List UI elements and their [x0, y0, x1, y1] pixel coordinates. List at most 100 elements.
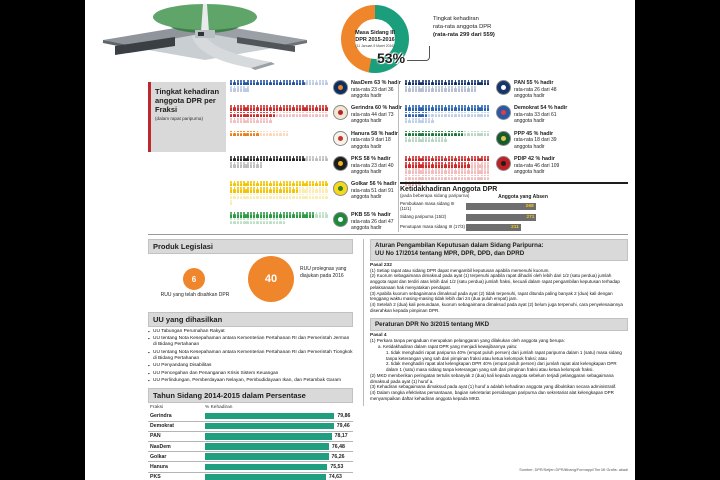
person-icon: [279, 130, 283, 137]
mkd-header: Peraturan DPR No 3/2015 tentang MKD: [370, 317, 628, 332]
person-icon: [414, 180, 418, 187]
person-icon: [487, 80, 490, 86]
person-icon: [460, 86, 464, 92]
pictogram-hanura: [230, 130, 330, 137]
person-icon: [460, 105, 464, 111]
person-icon: [243, 187, 246, 193]
person-icon: [405, 168, 408, 174]
person-icon: [477, 155, 481, 162]
person-icon: [437, 111, 441, 118]
person-icon: [427, 80, 431, 86]
person-icon: [434, 162, 438, 168]
party-stats: PDIP 42 % hadir rata-rata 46 dari 109 angg…: [514, 156, 575, 175]
person-icon: [424, 86, 428, 92]
person-icon: [269, 212, 273, 218]
person-icon: [249, 218, 253, 224]
person-icon: [411, 130, 415, 137]
person-icon: [318, 193, 322, 200]
person-icon: [269, 193, 273, 200]
person-icon: [480, 155, 484, 162]
person-icon: [464, 168, 467, 174]
person-icon: [447, 80, 451, 86]
fraksi-row-pkb: PKB 55 % hadir rata-rata 26 dari 47 anggot…: [230, 212, 402, 231]
person-icon: [431, 111, 435, 118]
person-icon: [233, 155, 237, 162]
person-icon: [473, 111, 477, 118]
person-icon: [321, 187, 325, 193]
law-text-line: (3) Apabila kuorum sebagaimana dimaksud …: [370, 290, 613, 302]
person-icon: [418, 80, 421, 86]
person-icon: [298, 193, 302, 200]
person-icon: [275, 111, 279, 118]
person-icon: [266, 212, 269, 218]
person-icon: [285, 111, 289, 118]
pictogram-pkb: [230, 212, 330, 225]
person-icon: [321, 181, 325, 187]
person-icon: [305, 105, 309, 111]
person-icon: [464, 130, 467, 137]
person-icon: [434, 111, 438, 118]
person-icon: [487, 155, 490, 162]
person-icon: [457, 168, 461, 174]
person-icon: [408, 168, 412, 174]
table-fraksi-name: Gerindra: [150, 412, 172, 419]
law-text-line: (1) Setiap rapat atau sidang DPR dapat m…: [370, 267, 550, 273]
person-icon: [450, 111, 454, 118]
person-icon: [470, 105, 474, 111]
person-icon: [408, 180, 412, 187]
person-icon: [321, 155, 325, 162]
person-icon: [447, 168, 451, 174]
person-icon: [441, 162, 444, 168]
uu-list-item: UU tentang Nota Kesepahaman antara Kemen…: [148, 350, 353, 362]
person-icon: [305, 80, 309, 86]
person-icon: [424, 155, 428, 162]
law-text-line: (2) Kuorum sebagaimana dimaksud pada aya…: [370, 273, 620, 290]
table-value: 79,86: [337, 412, 351, 419]
person-icon: [252, 111, 256, 118]
person-icon: [236, 155, 240, 162]
person-icon: [230, 162, 233, 168]
attendance-donut-chart: Masa Sidang III DPR 2015-2016 (11 Januar…: [341, 5, 409, 73]
person-icon: [302, 193, 306, 200]
person-icon: [464, 174, 467, 181]
person-icon: [249, 105, 253, 111]
person-icon: [325, 193, 329, 200]
person-icon: [454, 130, 458, 137]
vertical-divider: [398, 80, 399, 232]
person-icon: [282, 155, 286, 162]
person-icon: [275, 130, 279, 137]
person-icon: [236, 80, 240, 86]
person-icon: [246, 181, 250, 187]
person-icon: [473, 86, 477, 92]
person-icon: [421, 80, 425, 86]
person-icon: [450, 86, 454, 92]
person-icon: [467, 86, 471, 92]
pictogram-nasdem: [230, 80, 330, 93]
person-icon: [427, 105, 431, 111]
person-icon: [424, 136, 428, 143]
person-icon: [289, 193, 292, 200]
person-icon: [434, 80, 438, 86]
person-icon: [302, 155, 306, 162]
person-icon: [252, 117, 256, 124]
party-stat-line1: PPP 45 % hadir: [514, 130, 554, 137]
person-icon: [262, 212, 266, 218]
person-icon: [305, 187, 309, 193]
table-column-headers: Fraksi % Kehadiran: [150, 405, 353, 410]
person-icon: [279, 111, 283, 118]
absence-bar: 211: [466, 224, 521, 231]
fraksi-row-pdip: PDIP 42 % hadir rata-rata 46 dari 109 angg…: [405, 155, 575, 187]
party-logo-nasdem-icon: [333, 80, 348, 95]
person-icon: [239, 155, 243, 162]
party-logo-pdip-icon: [496, 155, 511, 171]
person-icon: [230, 193, 233, 200]
fraksi-row-golkar: Golkar 56 % hadir rata-rata 51 dari 91 ang…: [230, 181, 402, 206]
person-icon: [470, 168, 474, 174]
person-icon: [266, 130, 269, 137]
person-icon: [259, 105, 263, 111]
person-icon: [230, 86, 233, 92]
person-icon: [266, 105, 269, 111]
person-icon: [308, 212, 312, 218]
person-icon: [230, 117, 233, 124]
person-icon: [454, 155, 458, 162]
